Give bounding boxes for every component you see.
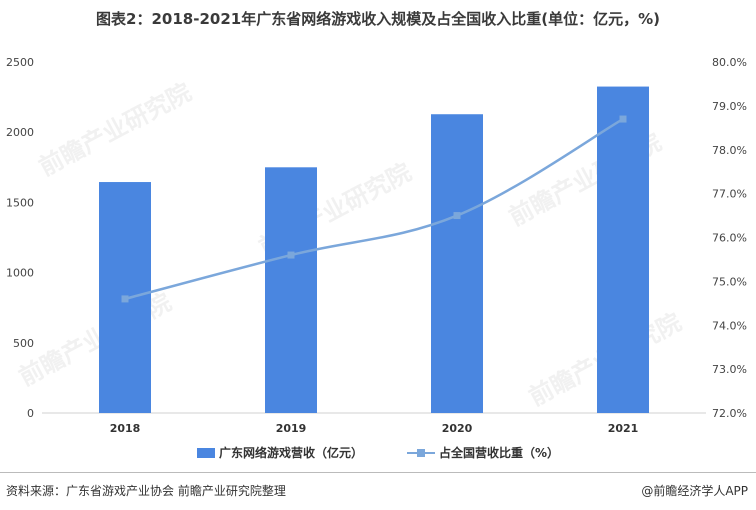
y-left-tick-label: 2000: [6, 126, 34, 139]
bar-2020: [431, 114, 483, 414]
source-note: 资料来源：广东省游戏产业协会 前瞻产业研究院整理: [6, 484, 286, 498]
y-left-tick-label: 2500: [6, 56, 34, 69]
combo-chart: 0 500 1000 1500 2000 2500 72.0% 73.0% 74.0% 75.0…: [6, 56, 747, 435]
y-right-tick-label: 75.0%: [712, 275, 747, 288]
y-right-tick-label: 74.0%: [712, 319, 747, 332]
footer-divider: [0, 472, 756, 473]
y-right-tick-label: 79.0%: [712, 100, 747, 113]
legend-item-bar: 广东网络游戏营收（亿元）: [196, 444, 363, 461]
y-left-tick-label: 1000: [6, 267, 34, 280]
y-left-tick-label: 1500: [6, 196, 34, 209]
x-tick-label: 2021: [608, 422, 639, 435]
y-left-tick-label: 500: [13, 337, 34, 350]
brand-credit: @前瞻经济学人APP: [641, 484, 748, 498]
share-point-2020: [453, 212, 461, 220]
y-right-tick-label: 72.0%: [712, 407, 747, 420]
y-right-tick-label: 73.0%: [712, 363, 747, 376]
legend-bar-swatch: [196, 447, 215, 458]
y-right-tick-label: 76.0%: [712, 232, 747, 245]
legend-line-label: 占全国营收比重（%）: [438, 446, 560, 460]
y-right-tick-label: 78.0%: [712, 144, 747, 157]
legend: 广东网络游戏营收（亿元） 占全国营收比重（%）: [0, 444, 756, 461]
x-tick-label: 2019: [276, 422, 307, 435]
share-line: [124, 117, 624, 301]
bar-2019: [265, 167, 317, 413]
y-left-tick-label: 0: [27, 407, 34, 420]
bar-2021: [597, 86, 649, 413]
legend-item-line: 占全国营收比重（%）: [406, 444, 560, 461]
legend-bar-label: 广东网络游戏营收（亿元）: [218, 446, 363, 460]
y-right-tick-label: 77.0%: [712, 188, 747, 201]
chart-title: 图表2：2018-2021年广东省网络游戏收入规模及占全国收入比重(单位：亿元，…: [96, 10, 660, 28]
x-tick-label: 2020: [442, 422, 473, 435]
share-point-2019: [287, 251, 295, 259]
share-point-2018: [121, 295, 129, 303]
legend-line-swatch: [406, 448, 435, 458]
share-point-2021: [619, 115, 627, 123]
x-tick-label: 2018: [110, 422, 141, 435]
y-right-tick-label: 80.0%: [712, 56, 747, 69]
